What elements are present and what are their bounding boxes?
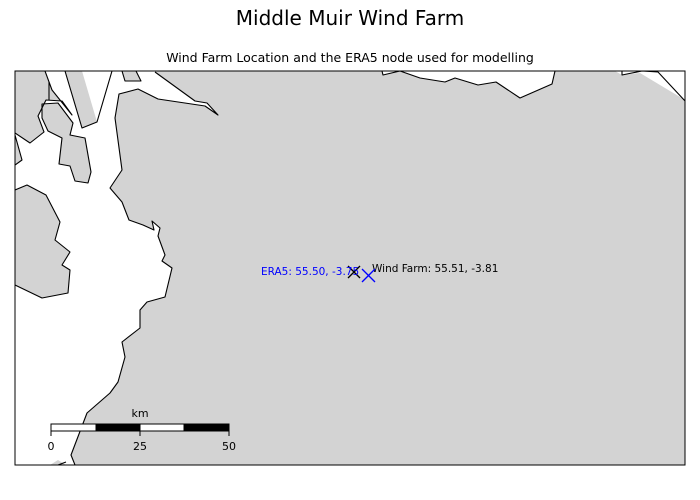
scale-bar: km 0 25 50 [48,407,237,453]
x-marker-icon [361,268,376,283]
wind-farm-marker: Wind Farm: 55.51, -3.81 [347,263,498,279]
coastline [70,71,219,465]
x-marker-icon [347,265,361,279]
island [112,71,141,81]
coastline [41,102,92,184]
map-subtitle: Wind Farm Location and the ERA5 node use… [166,50,534,65]
coastline-layer [15,71,685,465]
coastline [64,71,113,129]
era5-marker: ERA5: 55.50, -3.75 [261,266,376,283]
island [15,185,70,298]
coastline [15,134,23,166]
map-title: Middle Muir Wind Farm [235,6,465,30]
coastline [121,71,142,82]
wind-farm-label: Wind Farm: 55.51, -3.81 [372,263,498,275]
scale-tick-label: 0 [48,440,55,453]
scale-tick-label: 25 [133,440,147,453]
island [15,71,72,143]
sea-area [15,71,218,465]
map-frame [14,70,686,466]
scale-bar-unit: km [131,407,148,420]
scale-tick-label: 50 [222,440,236,453]
era5-label: ERA5: 55.50, -3.75 [261,266,359,278]
island [42,103,91,183]
coastline [15,71,73,144]
coastline [381,71,556,99]
coastline [621,71,685,102]
island [65,71,97,128]
coastline [15,184,71,299]
